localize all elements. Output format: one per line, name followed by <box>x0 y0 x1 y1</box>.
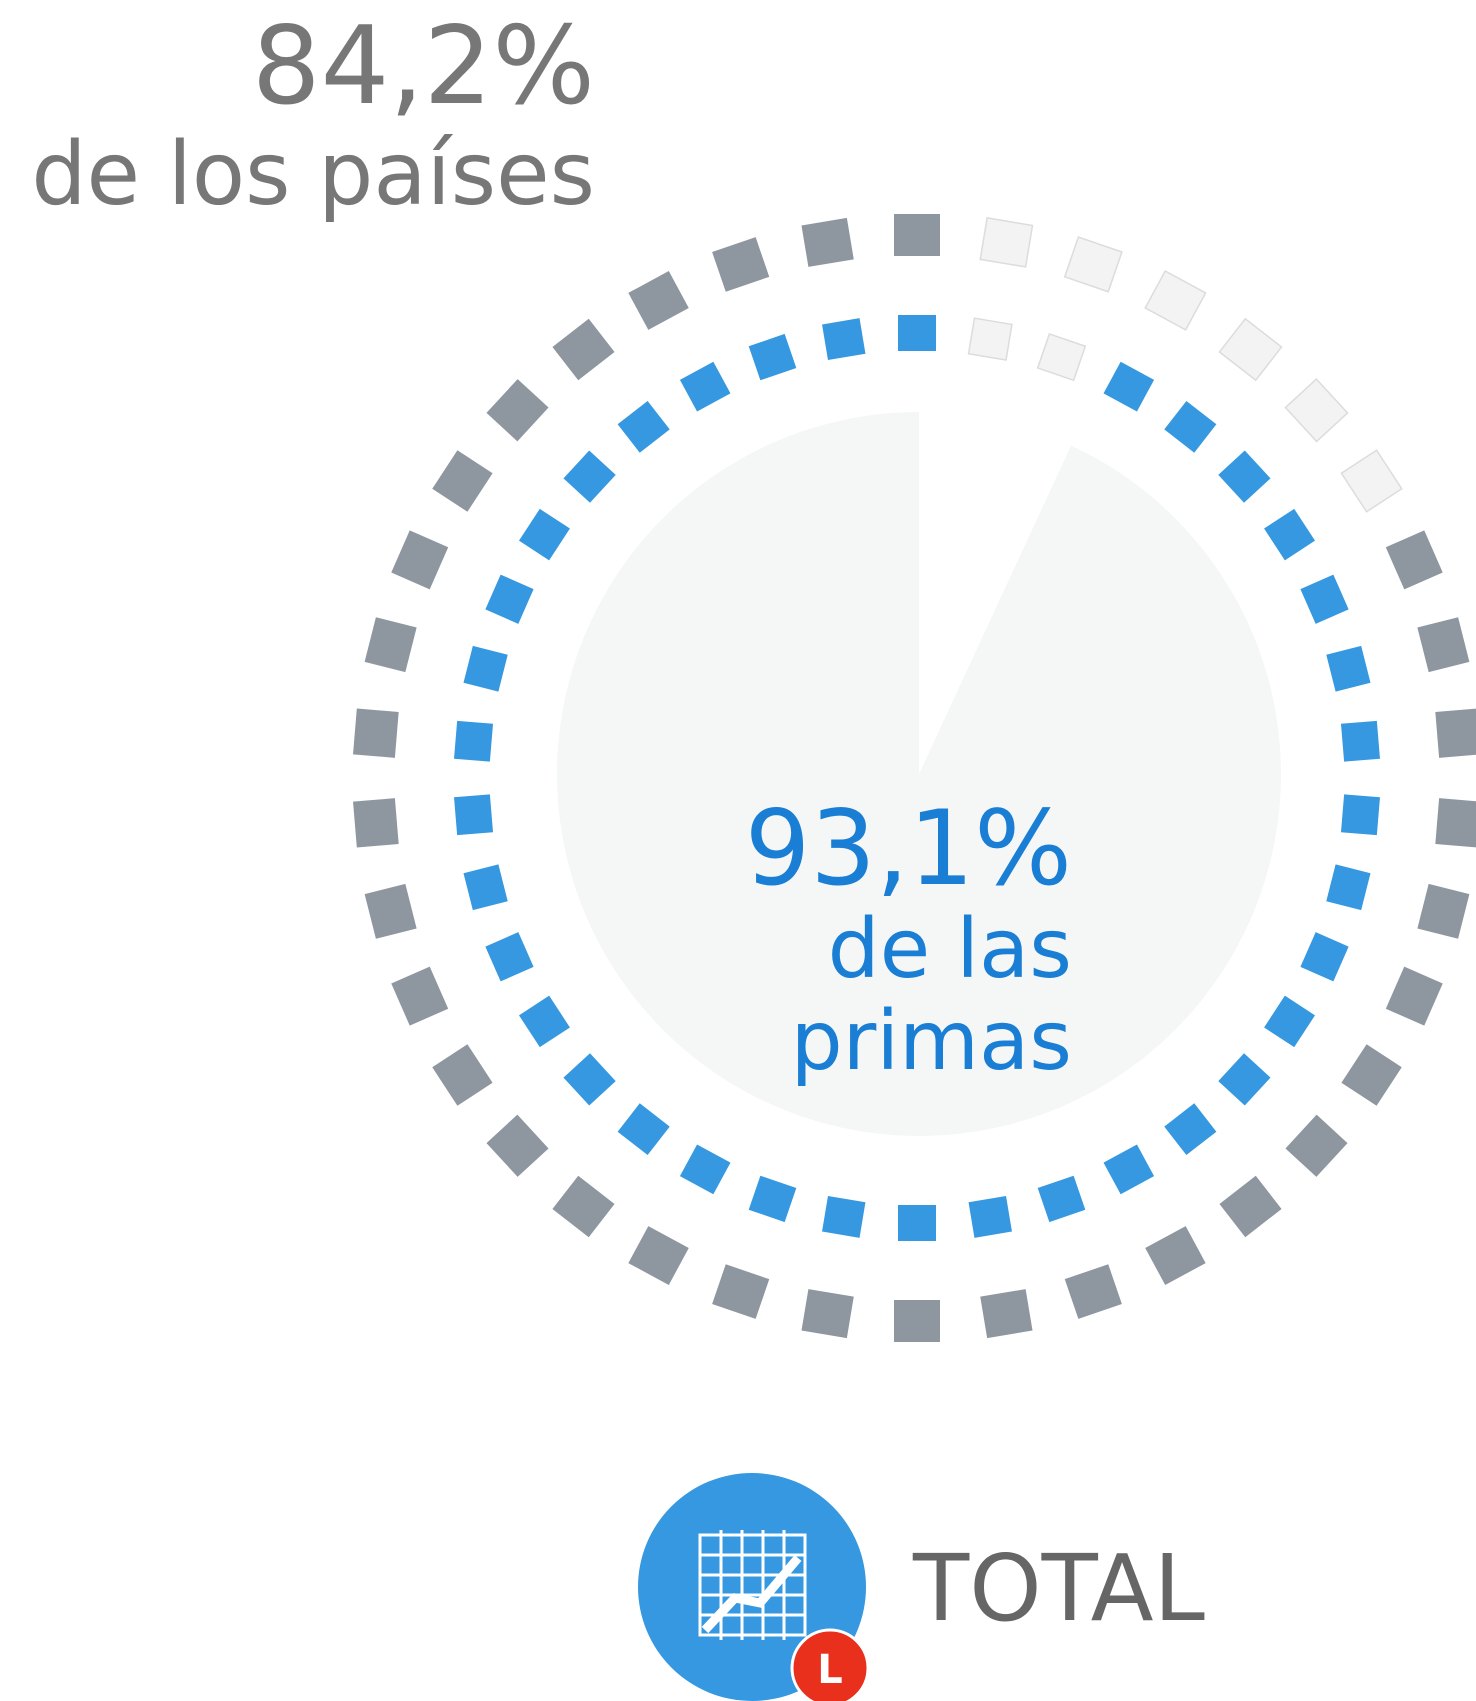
ring-segment <box>1435 798 1476 848</box>
ring-segment <box>1284 378 1349 443</box>
legend-label: TOTAL <box>912 1535 1205 1642</box>
ring-segment <box>894 1300 940 1342</box>
ring-segment <box>628 271 689 330</box>
ring-segment <box>1036 332 1087 382</box>
ring-segment <box>968 1196 1012 1238</box>
ring-segment <box>364 617 417 673</box>
ring-segment <box>1385 530 1443 590</box>
ring-segment <box>1264 508 1316 561</box>
ring-segment <box>1218 450 1271 503</box>
badge <box>790 1628 870 1701</box>
ring-segment <box>1300 932 1349 982</box>
ring-segment <box>486 379 549 442</box>
ring-segment <box>1417 883 1470 939</box>
ring-segment <box>552 318 615 381</box>
ring-segment <box>485 574 534 624</box>
ring-segment <box>1417 617 1470 673</box>
ring-segment <box>628 1226 689 1285</box>
ring-segment <box>552 1175 615 1238</box>
ring-segment <box>894 214 940 256</box>
ring-segment <box>617 400 670 453</box>
ring-segment <box>822 1196 866 1238</box>
ring-segment <box>364 883 417 939</box>
ring-segment <box>1037 1175 1086 1223</box>
ring-segment <box>748 333 797 381</box>
ring-segment <box>1164 400 1217 453</box>
ring-segment <box>432 1044 493 1106</box>
ring-segment <box>563 450 616 503</box>
ring-segment <box>563 1053 616 1106</box>
outer-value-label: 84,2% <box>252 4 595 129</box>
ring <box>454 315 1380 1241</box>
ring-segment <box>822 318 866 360</box>
icon-grid <box>698 1530 807 1640</box>
ring-segment <box>518 995 570 1048</box>
ring-segment <box>679 1144 731 1195</box>
ring-segment <box>1103 1144 1155 1195</box>
ring <box>353 214 1476 1342</box>
ring-segment <box>353 798 399 848</box>
ring-segment <box>1340 449 1403 513</box>
ring-segment <box>980 1289 1033 1339</box>
ring-segment <box>1285 1114 1348 1177</box>
ring-segment <box>353 708 399 758</box>
badge-label: L <box>817 1647 843 1693</box>
ring-segment <box>1435 708 1476 758</box>
ring-segment <box>1145 1226 1206 1285</box>
ring-segment <box>1340 794 1380 836</box>
pie-slice <box>557 412 1281 1136</box>
ring-segment <box>391 530 449 590</box>
ring-segment <box>1219 1175 1282 1238</box>
ring-segment <box>679 361 731 412</box>
ring-segment <box>1340 720 1380 762</box>
ring-segment <box>967 317 1013 361</box>
ring-segment <box>1063 236 1123 293</box>
ring-segment <box>617 1103 670 1156</box>
ring-segment <box>1300 574 1349 624</box>
ring-segment <box>1385 966 1443 1026</box>
ring-segment <box>1218 1053 1271 1106</box>
ring-segment <box>1326 645 1371 692</box>
ring-segment <box>979 217 1034 268</box>
inner-caption: de las <box>828 902 1072 997</box>
inner-value-label: 93,1% <box>745 789 1072 909</box>
legend-icon: L <box>638 1473 870 1701</box>
outer-caption: de los países <box>31 123 595 225</box>
ring-segment <box>712 1264 770 1319</box>
ring-segment <box>454 720 494 762</box>
rings <box>353 214 1476 1342</box>
ring-segment <box>463 645 508 692</box>
ring-segment <box>712 237 770 292</box>
ring-segment <box>898 1205 936 1241</box>
ring-segment <box>1064 1264 1122 1319</box>
ring-segment <box>748 1175 797 1223</box>
ring-segment <box>1218 317 1283 382</box>
ring-segment <box>486 1114 549 1177</box>
icon-line <box>701 1555 802 1634</box>
ring-segment <box>454 794 494 836</box>
ring-segment <box>801 217 854 267</box>
ring-segment <box>1144 270 1207 331</box>
ring-segment <box>391 966 449 1026</box>
ring-segment <box>801 1289 854 1339</box>
ring-segment <box>1341 1044 1402 1106</box>
ring-segment <box>432 450 493 512</box>
ring-segment <box>1264 995 1316 1048</box>
ring-segment <box>518 508 570 561</box>
ring-segment <box>1164 1103 1217 1156</box>
ring-segment <box>463 864 508 911</box>
inner-caption: primas <box>791 994 1072 1089</box>
ring-segment <box>898 315 936 351</box>
ring-segment <box>1326 864 1371 911</box>
ring-segment <box>485 932 534 982</box>
ring-segment <box>1103 361 1155 412</box>
